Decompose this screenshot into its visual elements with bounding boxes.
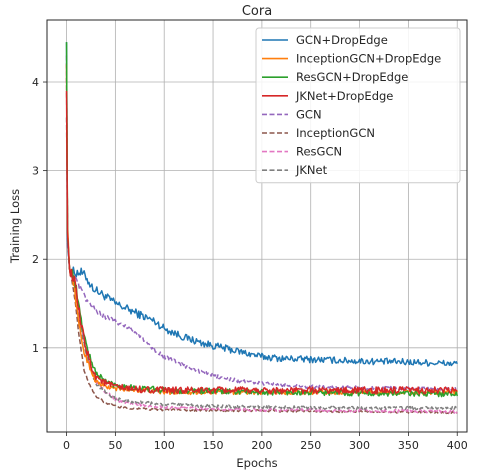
x-tick-label: 400 <box>447 439 468 452</box>
legend-entry: JKNet+DropEdge <box>295 89 393 103</box>
series-line <box>65 117 458 411</box>
y-tick-label: 3 <box>32 165 39 178</box>
series-layer <box>65 42 458 415</box>
y-tick-label: 4 <box>32 76 39 89</box>
x-tick-label: 50 <box>108 439 122 452</box>
y-axis-label: Training Loss <box>8 189 22 264</box>
series-line <box>65 42 458 367</box>
axis-ticks: 0 50 100 150 200 250 300 350 400 1 2 3 4 <box>32 76 468 452</box>
x-tick-label: 200 <box>251 439 272 452</box>
legend-entry: GCN+DropEdge <box>296 33 388 47</box>
legend-entry: ResGCN <box>296 145 342 159</box>
y-tick-label: 2 <box>32 253 39 266</box>
chart-title: Cora <box>242 4 272 19</box>
x-tick-label: 100 <box>154 439 175 452</box>
x-tick-label: 350 <box>398 439 419 452</box>
y-tick-label: 1 <box>32 342 39 355</box>
legend-entry: ResGCN+DropEdge <box>296 70 408 84</box>
legend: GCN+DropEdge InceptionGCN+DropEdge ResGCN+… <box>255 27 461 184</box>
x-tick-label: 300 <box>349 439 370 452</box>
series-line <box>65 55 458 392</box>
series-line <box>65 90 458 395</box>
legend-entry: GCN <box>296 107 322 121</box>
legend-entry: InceptionGCN+DropEdge <box>296 52 441 66</box>
x-tick-label: 0 <box>63 439 70 452</box>
x-tick-label: 250 <box>300 439 321 452</box>
x-tick-label: 150 <box>203 439 224 452</box>
legend-box <box>255 27 461 184</box>
legend-entry: JKNet <box>295 163 328 177</box>
x-axis-label: Epochs <box>236 456 277 470</box>
legend-entry: InceptionGCN <box>296 126 375 140</box>
plot-frame <box>46 19 468 433</box>
